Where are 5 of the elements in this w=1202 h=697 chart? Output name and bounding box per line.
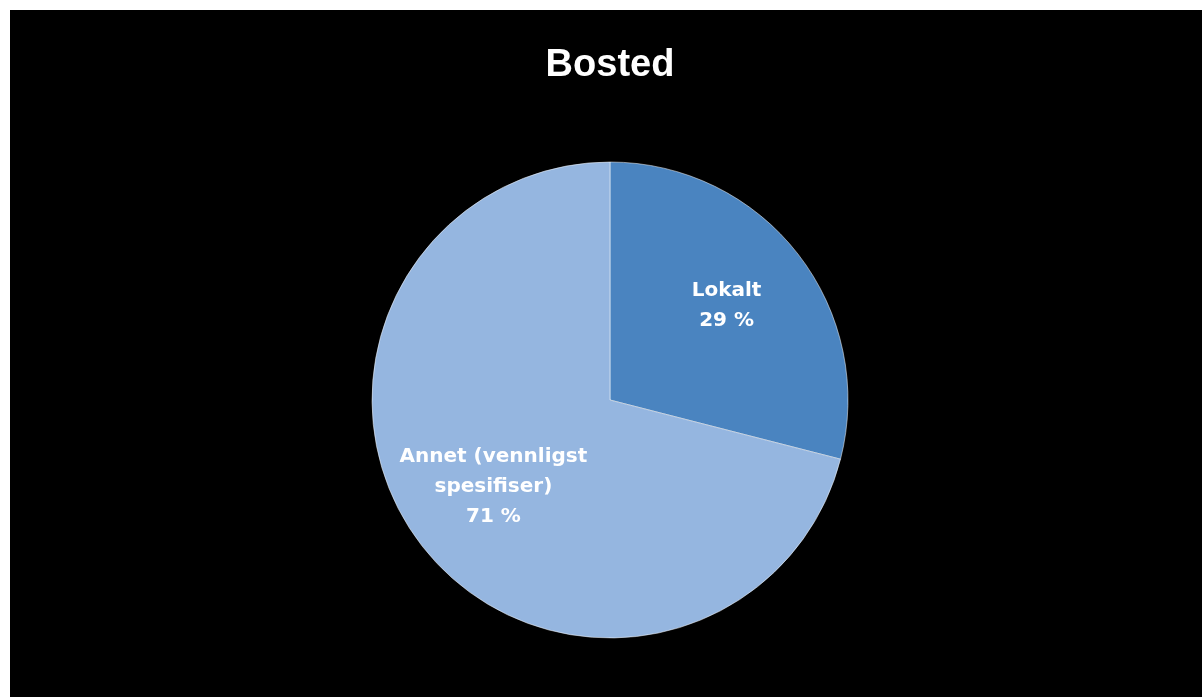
chart-title: Bosted <box>545 42 675 84</box>
data-label: 29 % <box>699 306 755 331</box>
slice-label: Lokalt <box>691 276 762 301</box>
slice-label: Annet (vennligst spesifiser) <box>399 443 588 498</box>
data-label: 71 % <box>465 503 521 528</box>
